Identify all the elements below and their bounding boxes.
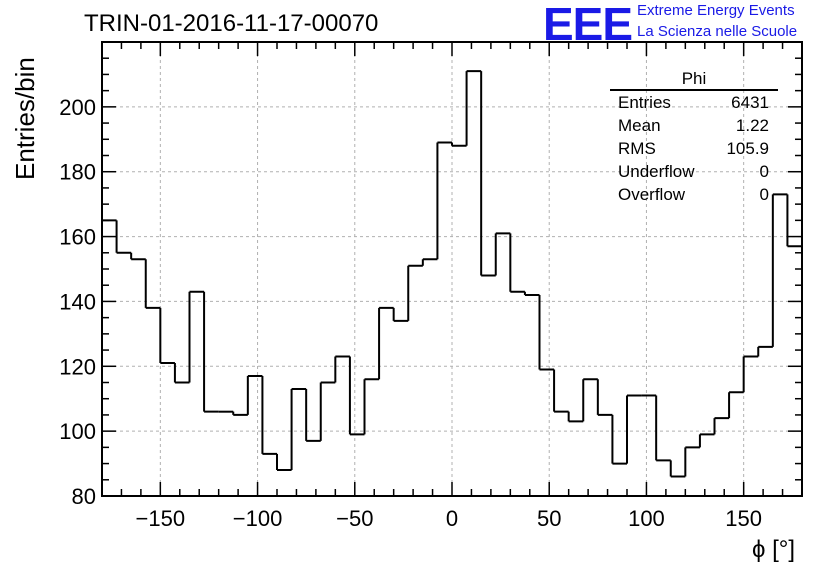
x-tick-label: 0 [446, 506, 458, 531]
y-axis-label: Entries/bin [10, 57, 40, 180]
histogram-bin [378, 306, 394, 380]
histogram-bin [596, 379, 613, 416]
x-tick-label: 150 [725, 506, 762, 531]
x-tick-label: −100 [233, 506, 283, 531]
y-tick-label: 80 [72, 484, 96, 509]
histogram-bin [319, 381, 336, 441]
y-tick-label: 140 [59, 289, 96, 314]
histogram-bin [232, 411, 248, 416]
histogram-bin [130, 252, 146, 261]
y-tick-label: 120 [59, 354, 96, 379]
stats-value: 6431 [731, 93, 769, 112]
stats-label: RMS [618, 139, 656, 158]
stats-row-mean: Mean 1.22 [610, 114, 778, 137]
stats-label: Overflow [618, 185, 686, 204]
histogram-bin [246, 375, 263, 415]
x-tick-label: −150 [136, 506, 186, 531]
histogram-bin [421, 258, 438, 266]
stats-label: Mean [618, 116, 661, 135]
histogram-bin [451, 142, 467, 147]
histogram-bin [713, 417, 730, 435]
histogram-bin [684, 446, 700, 477]
stats-label: Entries [618, 93, 671, 112]
stats-row-entries: Entries 6431 [610, 91, 778, 114]
histogram-bin [465, 70, 482, 146]
stats-row-underflow: Underflow 0 [610, 160, 778, 183]
histogram-bin [611, 414, 627, 465]
x-tick-label: 50 [537, 506, 561, 531]
histogram-bin [159, 307, 175, 365]
histogram-bin [305, 388, 321, 442]
histogram-bin [436, 141, 452, 260]
histogram-bin [276, 453, 292, 472]
x-tick-label: −50 [336, 506, 373, 531]
grid-lines [102, 42, 802, 496]
x-axis-label: ϕ [°] [752, 536, 796, 563]
chart-title: TRIN-01-2016-11-17-00070 [84, 10, 379, 37]
histogram-bin [538, 294, 555, 371]
axis-ticks [101, 41, 803, 497]
logo-line-2: La Scienza nelle Scuole [637, 23, 798, 40]
y-tick-label: 160 [59, 225, 96, 250]
histogram-bin [480, 71, 496, 277]
histogram-bin [757, 345, 773, 357]
histogram-bin [771, 193, 788, 347]
histogram-bins [102, 70, 803, 478]
histogram-bin [348, 356, 365, 436]
histogram-bin [626, 394, 642, 464]
stats-title: Phi [610, 69, 778, 91]
histogram-bin [509, 233, 525, 293]
histogram-bin [144, 259, 161, 309]
histogram-bin [553, 369, 569, 413]
logo-line-1: Extreme Energy Events [637, 2, 795, 19]
histogram-bin [567, 411, 584, 423]
histogram-bin [203, 291, 219, 413]
histogram-bin [728, 391, 744, 419]
y-tick-label: 180 [59, 160, 96, 185]
stats-row-overflow: Overflow 0 [610, 183, 778, 206]
histogram-bin [115, 220, 132, 254]
stats-row-rms: RMS 105.9 [610, 137, 778, 160]
stats-value: 0 [759, 162, 769, 181]
histogram-bin [494, 232, 511, 276]
stats-box: Phi Entries 6431 Mean 1.22 RMS 105.9 Und… [610, 69, 778, 206]
eee-logo: EEE [543, 0, 633, 50]
axis-tick-labels: −150 −100 −50 0 50 100 150 80 100 120 140 160 180 200 [59, 95, 762, 531]
histogram-bin [407, 264, 423, 321]
histogram-bin [261, 376, 277, 455]
stats-value: 105.9 [726, 139, 769, 158]
histogram-bin [655, 395, 671, 462]
y-tick-label: 200 [59, 95, 96, 120]
y-tick-label: 100 [59, 419, 96, 444]
histogram-bin [188, 290, 205, 383]
x-tick-label: 100 [628, 506, 665, 531]
histogram-bin [582, 378, 598, 422]
stats-label: Underflow [618, 162, 695, 181]
histogram-bin [392, 307, 409, 322]
stats-value: 1.22 [735, 116, 769, 135]
histogram-bin [334, 355, 350, 383]
histogram-bin [669, 460, 686, 478]
histogram-bin [290, 387, 307, 471]
histogram-bin [363, 378, 380, 435]
histogram-bin [742, 355, 759, 393]
stats-value: 0 [759, 185, 769, 204]
histogram-bin [786, 194, 802, 248]
histogram-bin [523, 291, 540, 296]
histogram-bin [173, 363, 190, 384]
histogram-bin [698, 433, 715, 448]
